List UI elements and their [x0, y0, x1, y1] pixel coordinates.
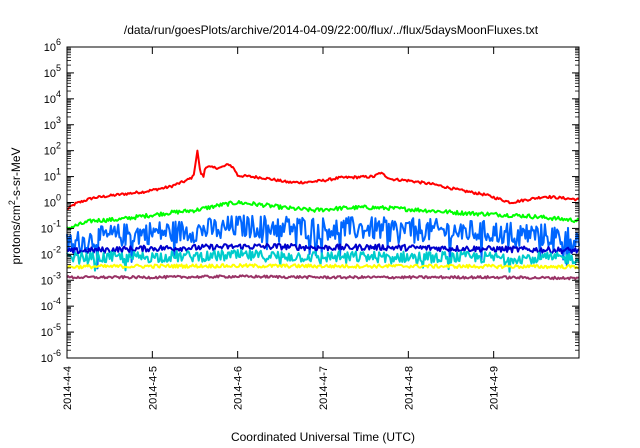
axis-layer: 10-6 10-5 10-4 10-3 10-2 10-1 100 101 102 103 104 1…: [41, 37, 579, 410]
x-tick-label: 2014-4-7: [318, 366, 330, 410]
y-tick-label: 104: [44, 89, 61, 106]
series-layer: [66, 149, 580, 281]
y-tick-label: 10-4: [41, 296, 61, 313]
y-tick-label: 106: [44, 37, 61, 54]
series-line-5: [66, 248, 580, 273]
y-tick-label: 103: [44, 115, 61, 132]
y-tick-label: 100: [44, 193, 61, 210]
y-tick-label: 101: [44, 167, 61, 184]
series-line-2: [66, 200, 580, 230]
series-line-3: [66, 214, 580, 270]
x-tick-label: 2014-4-6: [233, 366, 245, 410]
plot-frame: [66, 46, 580, 359]
series-line-1: [66, 149, 580, 210]
y-tick-label: 10-5: [41, 322, 61, 339]
x-axis-label: Coordinated Universal Time (UTC): [231, 430, 415, 444]
x-tick-label: 2014-4-9: [489, 366, 501, 410]
series-line-6: [66, 263, 580, 270]
y-tick-label: 10-3: [41, 270, 61, 287]
y-tick-label: 10-2: [41, 244, 61, 261]
chart-title: /data/run/goesPlots/archive/2014-04-09/2…: [124, 23, 539, 37]
series-line-4: [66, 242, 580, 255]
y-tick-label: 102: [44, 141, 61, 158]
x-tick-label: 2014-4-5: [147, 366, 159, 410]
y-axis-label-rest: -s-sr-MeV: [9, 147, 23, 200]
y-axis-label: protons/cm2-s-sr-MeV: [7, 147, 23, 264]
x-tick-label: 2014-4-4: [62, 366, 74, 410]
y-tick-label: 105: [44, 63, 61, 80]
series-line-7: [66, 274, 580, 281]
y-tick-label: 10-6: [41, 348, 61, 365]
y-axis-label-base: protons/cm: [9, 205, 23, 264]
x-tick-label: 2014-4-8: [403, 366, 415, 410]
y-tick-label: 10-1: [41, 218, 61, 235]
y-axis-label-sup: 2: [7, 200, 17, 205]
